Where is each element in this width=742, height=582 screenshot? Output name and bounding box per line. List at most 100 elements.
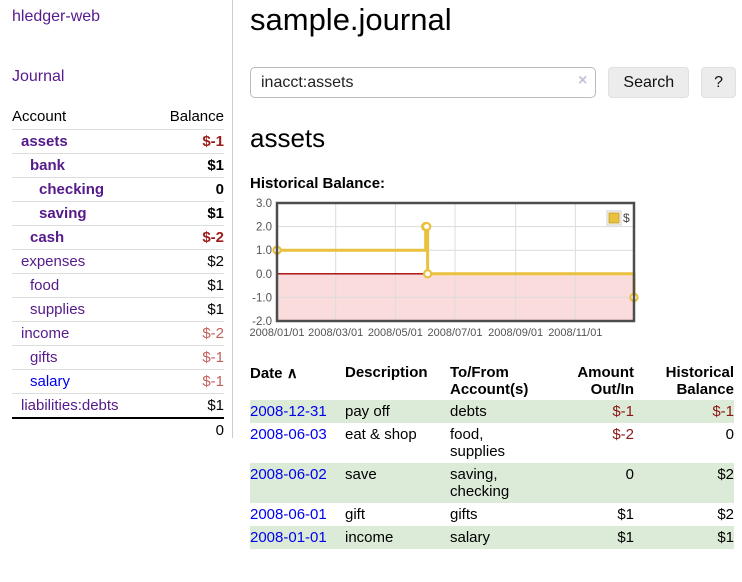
column-header-date[interactable]: Date ∧ [250, 362, 345, 400]
transaction-row: 2008-06-01 gift gifts $1 $2 [250, 503, 734, 526]
transaction-balance: $-1 [712, 403, 734, 420]
accounts-table-header: Account Balance [12, 104, 224, 129]
transactions-table: Date ∧ Description To/From Account(s) Am… [250, 362, 734, 549]
search-form: × Search ? [250, 67, 736, 98]
transactions-header-row: Date ∧ Description To/From Account(s) Am… [250, 362, 734, 400]
x-axis-tick-label: 2008/09/01 [488, 327, 543, 339]
sidebar-account-link[interactable]: expenses [21, 253, 86, 270]
sidebar-account-link[interactable]: food [30, 277, 60, 294]
clear-search-icon[interactable]: × [578, 72, 588, 89]
transaction-amount: $1 [617, 506, 634, 523]
account-row: supplies $1 [12, 297, 224, 321]
transaction-date-link[interactable]: 2008-12-31 [250, 403, 327, 420]
column-header-tofrom: To/From Account(s) [450, 364, 529, 398]
column-header-balance: Historical Balance [665, 364, 734, 398]
x-axis-tick-label: 2008/03/01 [308, 327, 363, 339]
page-title: sample.journal [250, 2, 452, 37]
column-header-amount: Amount Out/In [577, 364, 634, 398]
transaction-amount: $-1 [612, 403, 634, 420]
column-header-description: Description [345, 364, 428, 381]
transaction-date-link[interactable]: 2008-01-01 [250, 529, 327, 546]
sidebar-account-link[interactable]: supplies [30, 301, 86, 318]
app-title-link[interactable]: hledger-web [12, 8, 101, 25]
transaction-description: pay off [345, 403, 390, 420]
transaction-description: income [345, 529, 394, 546]
transaction-date-link[interactable]: 2008-06-02 [250, 466, 327, 483]
balance-column-header: Balance [169, 108, 224, 125]
transaction-balance: 0 [725, 426, 734, 443]
account-row: checking 0 [12, 177, 224, 201]
transaction-row: 2008-06-03 eat & shop food, supplies $-2 0 [250, 423, 734, 463]
transaction-amount: $1 [617, 529, 634, 546]
account-row: expenses $2 [12, 249, 224, 273]
transaction-description: save [345, 466, 377, 483]
account-balance: $-1 [202, 349, 224, 366]
account-row: assets $-1 [12, 129, 224, 153]
main-content: sample.journal × Search ? assets Histori… [249, 0, 736, 549]
date-header-label: Date [250, 365, 283, 382]
account-row: saving $1 [12, 201, 224, 225]
y-axis-tick-label: -2.0 [252, 316, 272, 328]
transaction-row: 2008-06-02 save saving, checking 0 $2 [250, 463, 734, 503]
sidebar-account-link[interactable]: saving [39, 205, 87, 222]
data-point-marker [422, 269, 433, 279]
transaction-balance: $1 [717, 529, 734, 546]
transaction-accounts: food, supplies [450, 426, 506, 460]
y-axis-tick-label: 0.0 [256, 269, 272, 281]
account-balance: $-2 [202, 229, 224, 246]
sidebar-account-link[interactable]: cash [30, 229, 65, 246]
sidebar-account-link[interactable]: liabilities:debts [21, 397, 119, 414]
transaction-amount: 0 [625, 466, 634, 483]
sidebar-account-link[interactable]: assets [21, 133, 68, 150]
accounts-rows: assets $-1 bank $1 checking 0 saving $1 cash $-2 e… [12, 129, 224, 417]
x-axis-tick-label: 2008/11/01 [548, 327, 602, 339]
account-balance: $1 [207, 205, 224, 222]
account-row: salary $-1 [12, 369, 224, 393]
transaction-accounts: debts [450, 403, 487, 420]
sidebar-account-link[interactable]: bank [30, 157, 66, 174]
sidebar-item-journal[interactable]: Journal [12, 68, 65, 85]
account-balance: $1 [207, 397, 224, 414]
account-row: cash $-2 [12, 225, 224, 249]
account-balance: 0 [215, 181, 224, 198]
y-axis-tick-label: 1.0 [256, 245, 272, 257]
account-heading: assets [250, 123, 326, 153]
x-axis-tick-label: 2008/01/01 [249, 327, 304, 339]
transaction-description: eat & shop [345, 426, 417, 443]
x-axis-tick-label: 2008/05/01 [368, 327, 423, 339]
help-button[interactable]: ? [701, 67, 736, 98]
plot-border [275, 201, 636, 323]
accounts-table: Account Balance assets $-1 bank $1 checking 0… [12, 104, 224, 442]
sidebar-account-link[interactable]: gifts [30, 349, 58, 366]
account-row: gifts $-1 [12, 345, 224, 369]
account-row: bank $1 [12, 153, 224, 177]
transaction-date-link[interactable]: 2008-06-03 [250, 426, 327, 443]
y-axis-tick-label: 3.0 [256, 198, 272, 210]
transaction-row: 2008-12-31 pay off debts $-1 $-1 [250, 400, 734, 423]
search-input-wrap: × [250, 67, 597, 98]
y-axis-tick-label: 2.0 [256, 222, 272, 234]
accounts-total-row: 0 [12, 417, 224, 442]
data-point-marker [421, 221, 432, 232]
legend-swatch [608, 212, 620, 224]
search-button[interactable]: Search [608, 67, 690, 98]
account-row: income $-2 [12, 321, 224, 345]
transaction-balance: $2 [717, 506, 734, 523]
account-balance: $-2 [202, 325, 224, 342]
sidebar-account-link[interactable]: income [21, 325, 70, 342]
search-input[interactable] [250, 67, 597, 98]
transaction-row: 2008-01-01 income salary $1 $1 [250, 526, 734, 549]
x-axis-tick-label: 2008/07/01 [427, 327, 482, 339]
transaction-date-link[interactable]: 2008-06-01 [250, 506, 327, 523]
account-row: food $1 [12, 273, 224, 297]
transaction-accounts: salary [450, 529, 491, 546]
transaction-amount: $-2 [612, 426, 634, 443]
account-row: liabilities:debts $1 [12, 393, 224, 417]
transaction-description: gift [345, 506, 366, 523]
chart-title: Historical Balance: [250, 175, 386, 192]
sidebar-account-link[interactable]: checking [39, 181, 105, 198]
sidebar: hledger-web Journal Account Balance asse… [0, 0, 233, 439]
sidebar-account-link[interactable]: salary [30, 373, 71, 390]
account-balance: $2 [207, 253, 224, 270]
y-axis-tick-label: -1.0 [252, 292, 272, 304]
